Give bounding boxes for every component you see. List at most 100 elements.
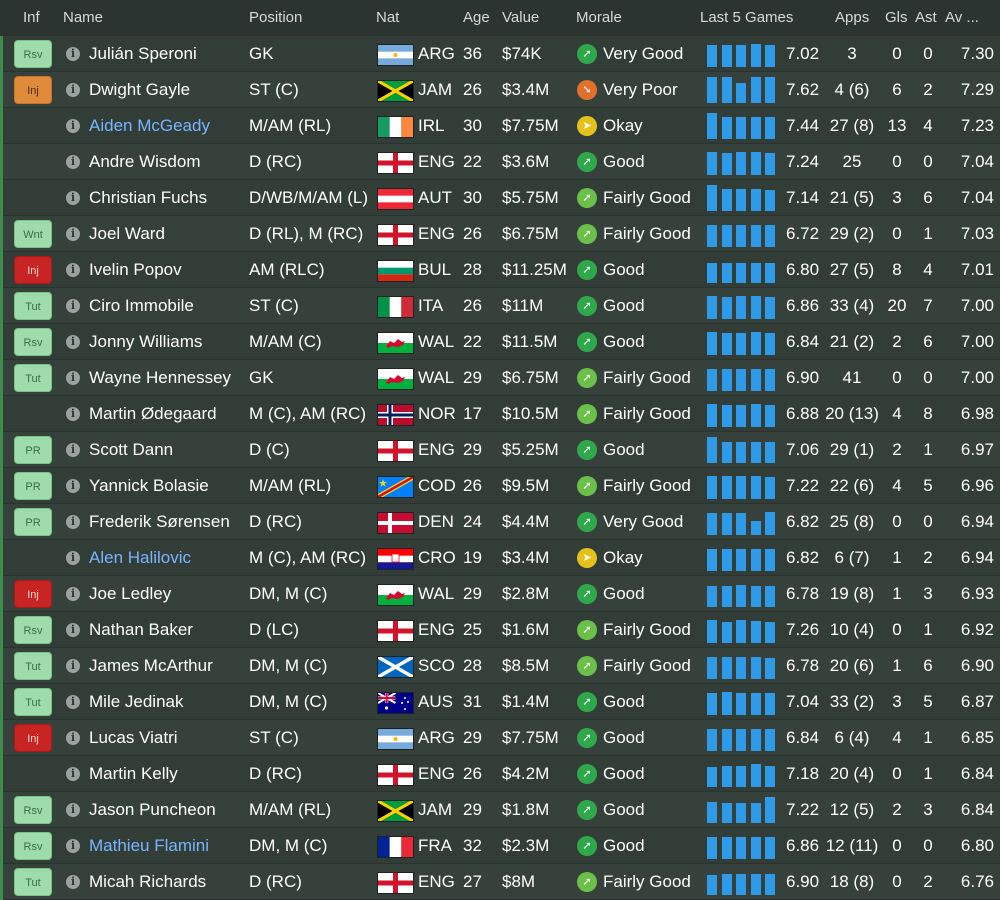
info-icon[interactable]: i xyxy=(66,551,80,565)
table-row[interactable]: Inj i Joe Ledley DM, M (C) WAL 29 $2.8M ➚ Good 6.… xyxy=(0,576,1000,612)
last5-games-sparkline[interactable] xyxy=(707,869,779,895)
header-name[interactable]: Name xyxy=(63,9,104,26)
info-icon[interactable]: i xyxy=(66,263,80,277)
table-row[interactable]: Inj i Ivelin Popov AM (RLC) BUL 28 $11.25M ➚ Goo… xyxy=(0,252,1000,288)
table-row[interactable]: Tut i James McArthur DM, M (C) SCO 28 $8.5M ➚ Fa… xyxy=(0,648,1000,684)
table-row[interactable]: i Martin Kelly D (RC) ENG 26 $4.2M ➚ Good 7.18 20… xyxy=(0,756,1000,792)
last5-games-sparkline[interactable] xyxy=(707,221,779,247)
status-badge[interactable]: Rsv xyxy=(14,796,52,824)
player-name-link[interactable]: Frederik Sørensen xyxy=(89,512,230,531)
header-position[interactable]: Position xyxy=(249,9,303,26)
header-morale[interactable]: Morale xyxy=(576,9,622,26)
last5-games-sparkline[interactable] xyxy=(707,113,779,139)
info-icon[interactable]: i xyxy=(66,839,80,853)
player-name-link[interactable]: Mathieu Flamini xyxy=(89,836,209,855)
status-badge[interactable]: Tut xyxy=(14,688,52,716)
player-name-link[interactable]: Martin Kelly xyxy=(89,764,178,783)
status-badge[interactable]: Inj xyxy=(14,724,52,752)
header-value[interactable]: Value xyxy=(502,9,540,26)
header-nat[interactable]: Nat xyxy=(376,9,400,26)
header-av[interactable]: Av ... xyxy=(945,9,979,26)
info-icon[interactable]: i xyxy=(66,47,80,61)
table-row[interactable]: PR i Scott Dann D (C) ENG 29 $5.25M ➚ Good 7.06 29… xyxy=(0,432,1000,468)
table-row[interactable]: Inj i Dwight Gayle ST (C) JAM 26 $3.4M ➘ Very Po… xyxy=(0,72,1000,108)
status-badge[interactable]: Rsv xyxy=(14,832,52,860)
table-row[interactable]: Wnt i Joel Ward D (RL), M (RC) ENG 26 $6.75M ➚ F… xyxy=(0,216,1000,252)
info-icon[interactable]: i xyxy=(66,227,80,241)
table-row[interactable]: Inj i Lucas Viatri ST (C) ARG 29 $7.75M ➚ Good 6.… xyxy=(0,720,1000,756)
info-icon[interactable]: i xyxy=(66,335,80,349)
last5-games-sparkline[interactable] xyxy=(707,77,779,103)
last5-games-sparkline[interactable] xyxy=(707,329,779,355)
status-badge[interactable]: Inj xyxy=(14,76,52,104)
info-icon[interactable]: i xyxy=(66,659,80,673)
player-name-link[interactable]: Nathan Baker xyxy=(89,620,193,639)
player-name-link[interactable]: James McArthur xyxy=(89,656,213,675)
info-icon[interactable]: i xyxy=(66,371,80,385)
player-name-link[interactable]: Ivelin Popov xyxy=(89,260,182,279)
info-icon[interactable]: i xyxy=(66,191,80,205)
player-name-link[interactable]: Mile Jedinak xyxy=(89,692,184,711)
info-icon[interactable]: i xyxy=(66,875,80,889)
player-name-link[interactable]: Jonny Williams xyxy=(89,332,203,351)
info-icon[interactable]: i xyxy=(66,803,80,817)
player-name-link[interactable]: Aiden McGeady xyxy=(89,116,210,135)
table-row[interactable]: Rsv i Julián Speroni GK ARG 36 $74K ➚ Very Good 7… xyxy=(0,36,1000,72)
player-name-link[interactable]: Joel Ward xyxy=(89,224,165,243)
status-badge[interactable]: PR xyxy=(14,472,52,500)
last5-games-sparkline[interactable] xyxy=(707,617,779,643)
table-row[interactable]: i Christian Fuchs D/WB/M/AM (L) AUT 30 $5.75M… xyxy=(0,180,1000,216)
last5-games-sparkline[interactable] xyxy=(707,293,779,319)
status-badge[interactable]: Tut xyxy=(14,868,52,896)
header-inf[interactable]: Inf xyxy=(23,9,40,26)
last5-games-sparkline[interactable] xyxy=(707,401,779,427)
player-name-link[interactable]: Wayne Hennessey xyxy=(89,368,232,387)
player-name-link[interactable]: Julián Speroni xyxy=(89,44,197,63)
header-gls[interactable]: Gls xyxy=(885,9,908,26)
last5-games-sparkline[interactable] xyxy=(707,797,779,823)
info-icon[interactable]: i xyxy=(66,155,80,169)
info-icon[interactable]: i xyxy=(66,443,80,457)
info-icon[interactable]: i xyxy=(66,299,80,313)
last5-games-sparkline[interactable] xyxy=(707,257,779,283)
player-name-link[interactable]: Martin Ødegaard xyxy=(89,404,217,423)
player-name-link[interactable]: Dwight Gayle xyxy=(89,80,191,99)
status-badge[interactable]: Rsv xyxy=(14,40,52,68)
header-apps[interactable]: Apps xyxy=(835,9,870,26)
player-name-link[interactable]: Scott Dann xyxy=(89,440,174,459)
status-badge[interactable]: Inj xyxy=(14,256,52,284)
table-row[interactable]: Tut i Mile Jedinak DM, M (C) AUS 31 $1.4M ➚ Good… xyxy=(0,684,1000,720)
status-badge[interactable]: Rsv xyxy=(14,328,52,356)
last5-games-sparkline[interactable] xyxy=(707,545,779,571)
table-row[interactable]: i Aiden McGeady M/AM (RL) IRL 30 $7.75M ➤ Okay 7… xyxy=(0,108,1000,144)
info-icon[interactable]: i xyxy=(66,695,80,709)
table-row[interactable]: Rsv i Mathieu Flamini DM, M (C) FRA 32 $2.3M ➚ G… xyxy=(0,828,1000,864)
info-icon[interactable]: i xyxy=(66,479,80,493)
last5-games-sparkline[interactable] xyxy=(707,725,779,751)
last5-games-sparkline[interactable] xyxy=(707,437,779,463)
status-badge[interactable]: Wnt xyxy=(14,220,52,248)
last5-games-sparkline[interactable] xyxy=(707,833,779,859)
table-row[interactable]: Tut i Ciro Immobile ST (C) ITA 26 $11M ➚ Good 6.8… xyxy=(0,288,1000,324)
info-icon[interactable]: i xyxy=(66,767,80,781)
last5-games-sparkline[interactable] xyxy=(707,473,779,499)
table-row[interactable]: Rsv i Nathan Baker D (LC) ENG 25 $1.6M ➚ Fairly … xyxy=(0,612,1000,648)
table-row[interactable]: Rsv i Jonny Williams M/AM (C) WAL 22 $11.5M ➚ Go… xyxy=(0,324,1000,360)
header-age[interactable]: Age xyxy=(463,9,490,26)
player-name-link[interactable]: Micah Richards xyxy=(89,872,207,891)
last5-games-sparkline[interactable] xyxy=(707,365,779,391)
player-name-link[interactable]: Yannick Bolasie xyxy=(89,476,209,495)
info-icon[interactable]: i xyxy=(66,623,80,637)
status-badge[interactable]: PR xyxy=(14,508,52,536)
header-ast[interactable]: Ast xyxy=(915,9,937,26)
info-icon[interactable]: i xyxy=(66,83,80,97)
table-row[interactable]: i Andre Wisdom D (RC) ENG 22 $3.6M ➚ Good 7.24 25… xyxy=(0,144,1000,180)
info-icon[interactable]: i xyxy=(66,407,80,421)
status-badge[interactable]: Tut xyxy=(14,652,52,680)
last5-games-sparkline[interactable] xyxy=(707,653,779,679)
table-row[interactable]: PR i Frederik Sørensen D (RC) DEN 24 $4.4M ➚ Ver… xyxy=(0,504,1000,540)
status-badge[interactable]: Rsv xyxy=(14,616,52,644)
player-name-link[interactable]: Alen Halilovic xyxy=(89,548,192,567)
table-row[interactable]: Tut i Micah Richards D (RC) ENG 27 $8M ➚ Fairly … xyxy=(0,864,1000,900)
status-badge[interactable]: Tut xyxy=(14,292,52,320)
